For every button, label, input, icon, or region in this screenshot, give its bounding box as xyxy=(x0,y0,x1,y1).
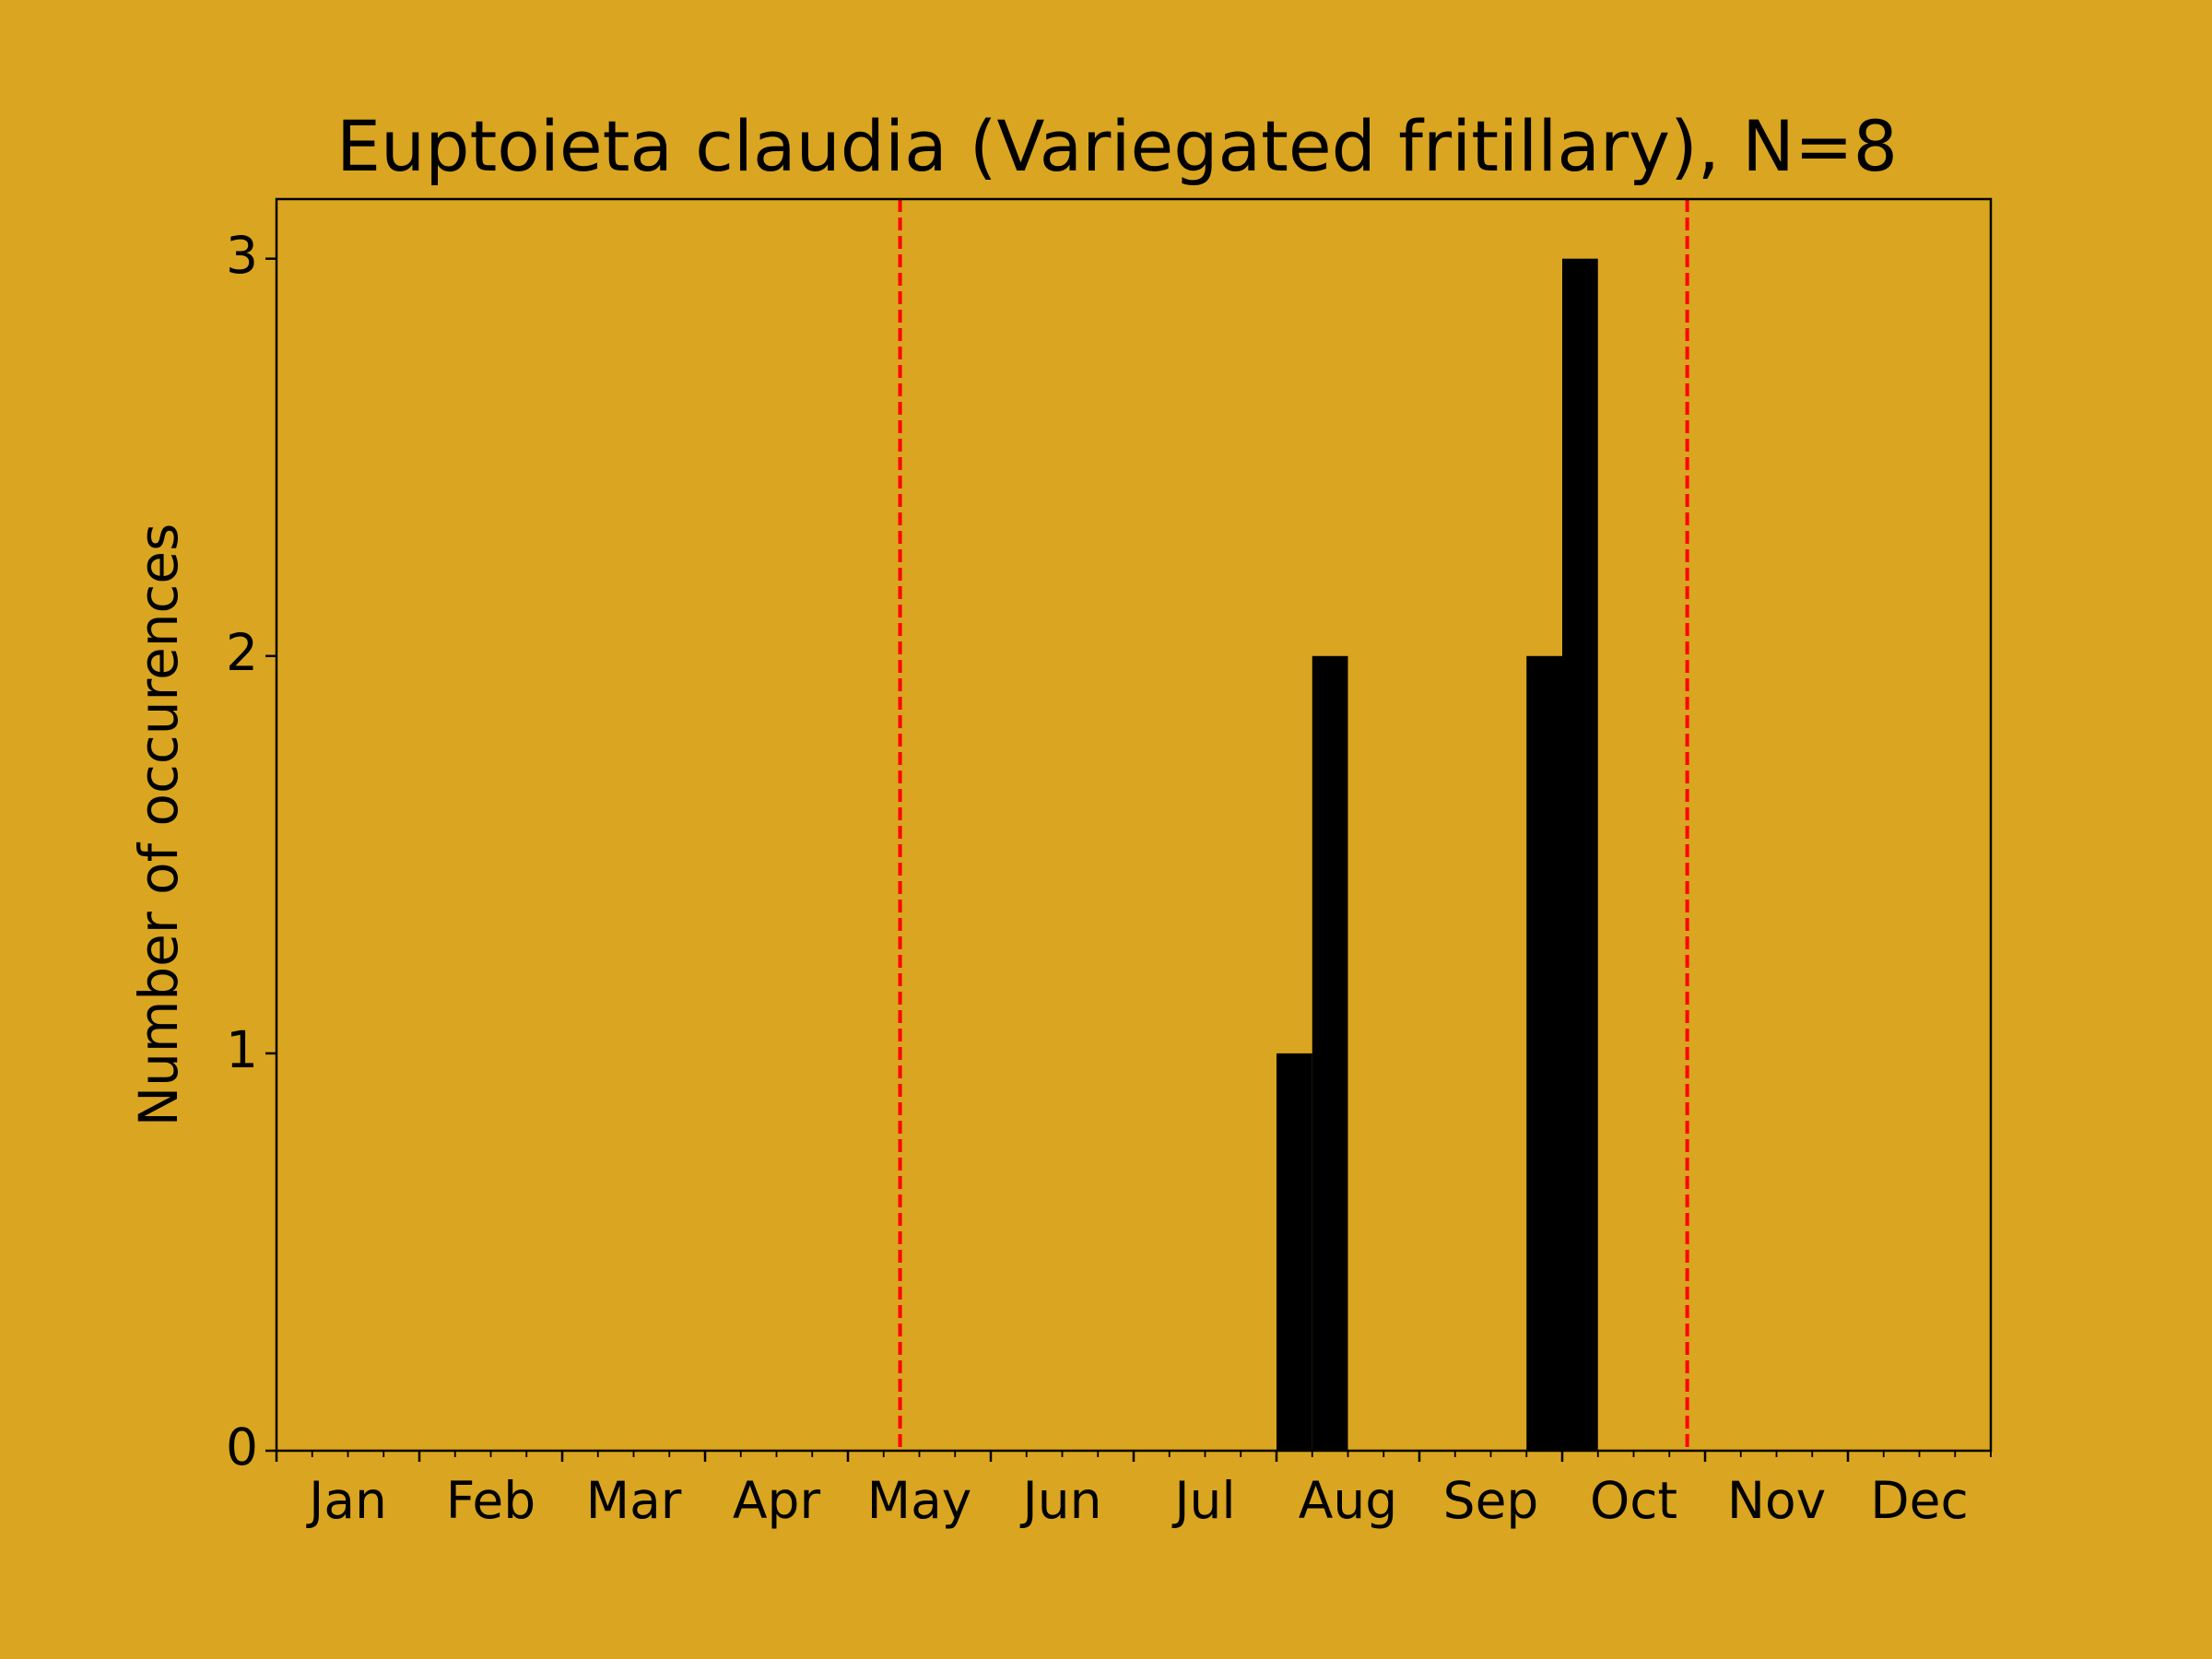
chart-title: Euptoieta claudia (Variegated fritillary… xyxy=(336,105,1898,187)
bar xyxy=(1312,655,1348,1451)
y-axis-label: Number of occurences xyxy=(127,524,190,1127)
y-tick-label: 1 xyxy=(226,1020,258,1079)
x-tick-label: Dec xyxy=(1870,1471,1968,1530)
x-tick-label: Jul xyxy=(1171,1471,1235,1530)
x-tick-label: May xyxy=(867,1471,972,1530)
x-tick-label: Sep xyxy=(1443,1471,1539,1530)
x-tick-label: Nov xyxy=(1727,1471,1826,1530)
bar xyxy=(1277,1053,1312,1451)
y-tick-label: 3 xyxy=(226,226,258,285)
x-tick-label: Oct xyxy=(1590,1471,1677,1530)
plot-frame xyxy=(275,197,1993,1453)
x-tick-label: Feb xyxy=(446,1471,535,1530)
bar xyxy=(1526,655,1562,1451)
x-tick-label: Apr xyxy=(733,1471,821,1530)
x-tick-label: Aug xyxy=(1299,1471,1397,1530)
x-tick-label: Jan xyxy=(306,1471,387,1530)
y-tick-label: 0 xyxy=(226,1418,258,1477)
bar xyxy=(1562,258,1598,1452)
x-tick-label: Jun xyxy=(1020,1471,1102,1530)
x-tick-label: Mar xyxy=(586,1471,682,1530)
y-tick-label: 2 xyxy=(226,623,258,682)
